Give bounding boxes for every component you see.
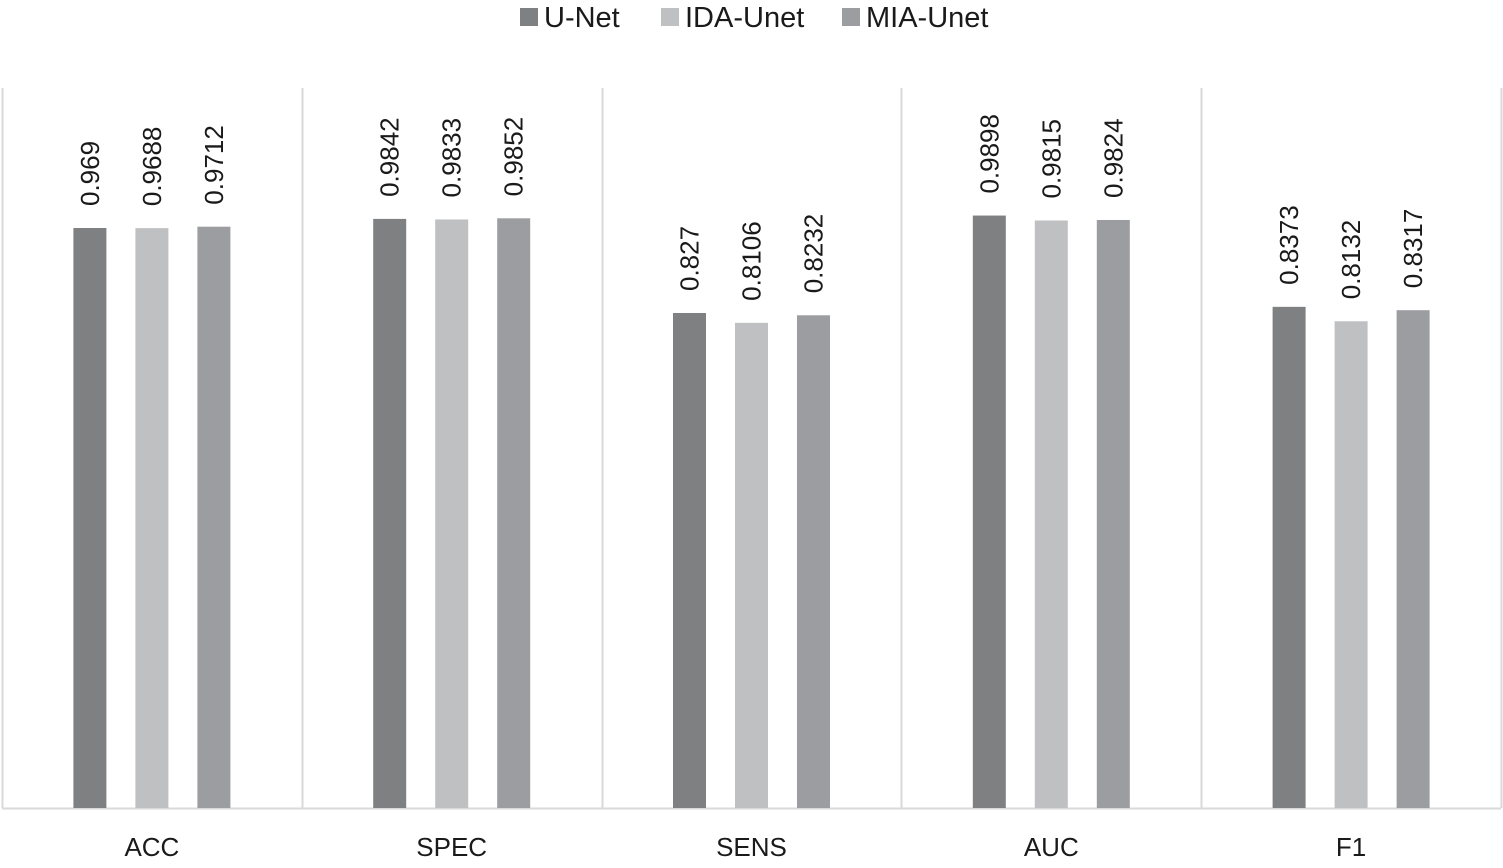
data-labels: 0.969 0.9688 0.9712 0.9842 0.9833 0.9852 0.827…	[75, 114, 1428, 301]
data-label: 0.9833	[437, 118, 467, 198]
category-label: SENS	[716, 832, 787, 862]
legend-swatch	[520, 8, 538, 26]
bar-u-net-spec	[373, 218, 407, 808]
bar-mia-unet-auc	[1096, 219, 1130, 808]
legend: U-Net IDA-Unet MIA-Unet	[520, 2, 988, 34]
category-separators	[1, 88, 1503, 810]
bar-mia-unet-sens	[797, 315, 830, 808]
legend-item-u-net: U-Net	[520, 2, 620, 34]
bars	[73, 215, 1430, 809]
bar-ida-unet-auc	[1034, 220, 1068, 809]
data-label: 0.9842	[375, 117, 405, 197]
data-label: 0.9852	[499, 117, 529, 197]
data-label: 0.9898	[974, 114, 1004, 194]
bar-u-net-sens	[673, 313, 706, 808]
data-label: 0.8373	[1274, 205, 1304, 285]
category-label: AUC	[1024, 832, 1079, 862]
bar-ida-unet-sens	[735, 322, 768, 808]
data-label: 0.969	[75, 141, 105, 206]
bar-mia-unet-spec	[497, 218, 531, 809]
bar-u-net-f1	[1272, 306, 1306, 808]
data-label: 0.9688	[137, 127, 167, 207]
data-label: 0.8106	[737, 221, 767, 301]
bar-u-net-auc	[972, 215, 1006, 808]
legend-label: IDA-Unet	[685, 2, 804, 34]
category-label: ACC	[124, 832, 179, 862]
data-label: 0.8132	[1336, 220, 1366, 300]
bar-ida-unet-spec	[435, 219, 469, 809]
category-label: SPEC	[416, 832, 487, 862]
data-label: 0.8317	[1398, 209, 1428, 289]
bar-ida-unet-acc	[135, 228, 169, 808]
legend-swatch	[842, 8, 860, 26]
category-label: F1	[1336, 832, 1366, 862]
data-label: 0.8232	[799, 214, 829, 294]
data-label: 0.9815	[1036, 119, 1066, 199]
legend-label: MIA-Unet	[866, 2, 988, 34]
category-labels: ACC SPEC SENS AUC F1	[124, 832, 1366, 862]
legend-item-ida-unet: IDA-Unet	[661, 2, 804, 34]
bar-mia-unet-acc	[197, 226, 231, 808]
bar-ida-unet-f1	[1334, 321, 1368, 808]
data-label: 0.9712	[199, 125, 229, 205]
legend-swatch	[661, 8, 679, 26]
data-label: 0.827	[675, 226, 705, 291]
bar-u-net-acc	[73, 228, 107, 808]
legend-label: U-Net	[544, 2, 620, 34]
bar-mia-unet-f1	[1396, 310, 1430, 808]
data-label: 0.9824	[1098, 118, 1128, 198]
legend-item-mia-unet: MIA-Unet	[842, 2, 988, 34]
